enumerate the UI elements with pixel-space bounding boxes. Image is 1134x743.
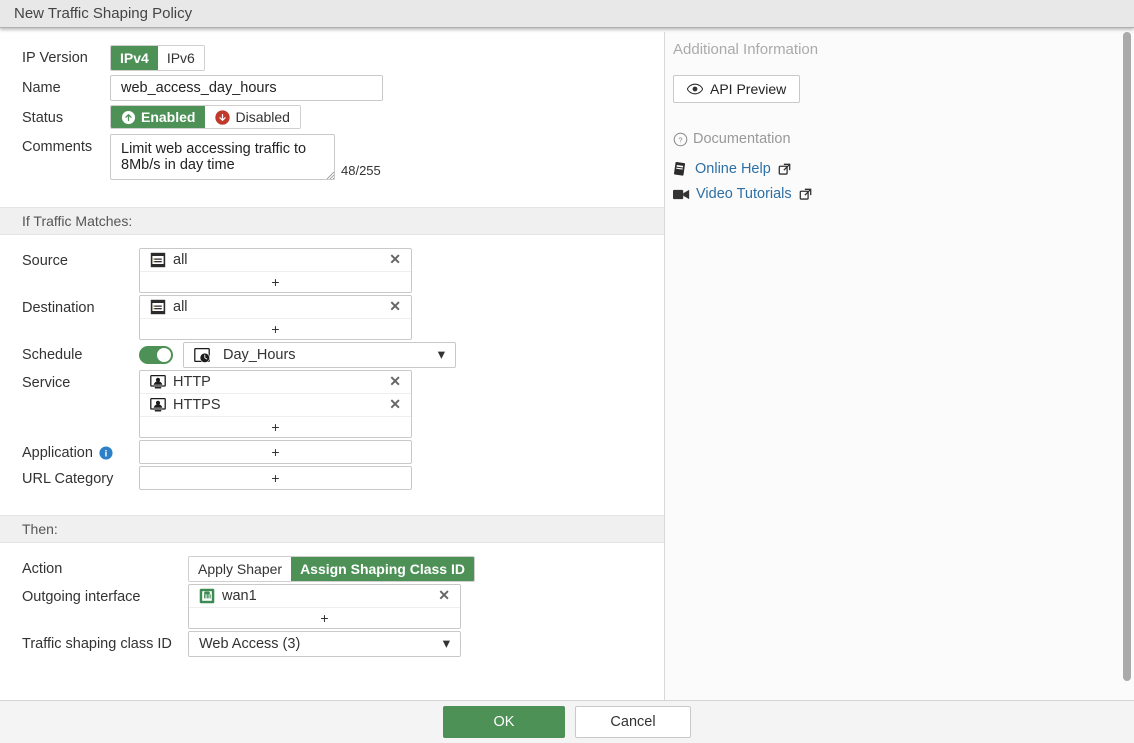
svg-text:?: ? (678, 135, 682, 144)
svg-text:i: i (105, 448, 108, 459)
